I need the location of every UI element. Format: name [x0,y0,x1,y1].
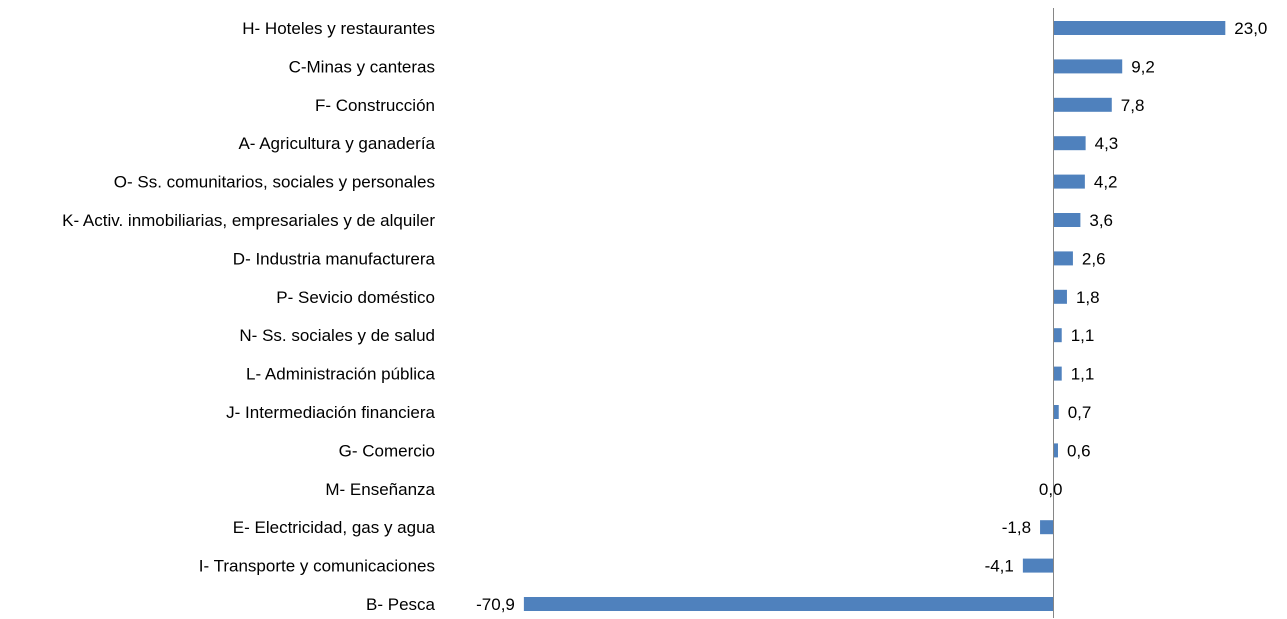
data-label: 0,7 [1068,403,1092,422]
data-label: 3,6 [1089,211,1113,230]
bar [523,597,1054,611]
data-label: -70,9 [476,595,515,614]
bars-group [523,21,1226,611]
category-label: I- Transporte y comunicaciones [199,557,435,576]
data-label: 1,8 [1076,288,1100,307]
bar [1053,21,1226,35]
bar [1053,59,1123,74]
category-label: B- Pesca [366,595,436,614]
category-label: G- Comercio [339,441,435,460]
category-label: A- Agricultura y ganadería [238,134,435,153]
category-label: C-Minas y canteras [289,57,435,76]
data-label: -1,8 [1002,518,1031,537]
data-label: 4,2 [1094,173,1118,192]
data-label: 7,8 [1121,96,1145,115]
bar [1053,289,1067,304]
category-labels-group: H- Hoteles y restaurantes C-Minas y cante… [62,19,435,614]
bar [1053,366,1062,381]
bar [1040,520,1054,535]
category-label: P- Sevicio doméstico [276,288,435,307]
data-label: 23,0 [1234,19,1267,38]
data-label: 0,0 [1039,480,1063,499]
category-label: M- Enseñanza [325,480,435,499]
category-label: D- Industria manufacturera [233,249,436,268]
bar [1053,213,1081,227]
bar [1022,558,1054,573]
bar [1053,328,1062,343]
data-label: 1,1 [1071,365,1095,384]
data-label: 1,1 [1071,326,1095,345]
category-label: L- Administración pública [246,365,436,384]
data-label: 0,6 [1067,441,1091,460]
bar [1053,405,1059,419]
data-label: 4,3 [1095,134,1119,153]
bar [1053,97,1112,112]
data-label: -4,1 [985,557,1014,576]
bar [1053,443,1058,458]
bar [1053,174,1085,189]
data-label: 9,2 [1131,57,1155,76]
value-labels-group: 23,0 9,2 7,84,3 4,2 3,6 2,6 1,8 1,1 1,1 0,7 0,6 0,0… [476,19,1267,614]
category-label: J- Intermediación financiera [226,403,435,422]
category-label: O- Ss. comunitarios, sociales y personal… [114,173,435,192]
bar [1053,251,1073,266]
category-label: F- Construcción [315,96,435,115]
bar [1053,136,1086,151]
data-label: 2,6 [1082,249,1106,268]
category-label: N- Ss. sociales y de salud [239,326,435,345]
category-label: E- Electricidad, gas y agua [233,518,436,537]
category-label: K- Activ. inmobiliarias, empresariales y… [62,211,435,230]
category-label: H- Hoteles y restaurantes [242,19,435,38]
